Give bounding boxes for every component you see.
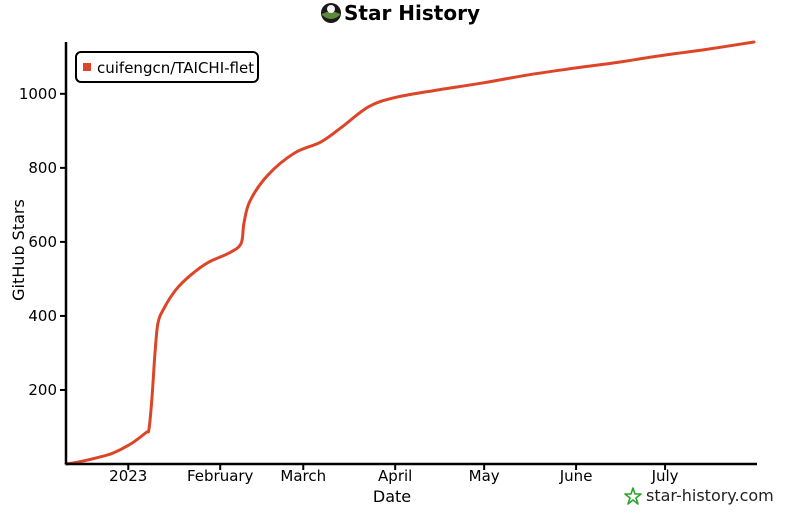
watermark-text: star-history.com (646, 486, 774, 505)
legend-swatch (83, 63, 91, 71)
x-tick-label: July (651, 467, 679, 485)
legend-label: cuifengcn/TAICHI-flet (97, 59, 254, 77)
y-tick-label: 400 (28, 307, 57, 325)
y-tick-label: 1000 (19, 85, 57, 103)
x-tick-label: June (559, 467, 593, 485)
x-tick-label: May (469, 467, 500, 485)
y-tick-label: 600 (28, 233, 57, 251)
x-tick-label: April (378, 467, 412, 485)
star-history-logo-icon (321, 3, 341, 23)
series-line (64, 40, 756, 466)
chart-title-bar: Star History (0, 0, 800, 26)
y-tick-label: 200 (28, 381, 57, 399)
x-tick-label: February (187, 467, 254, 485)
x-axis-title: Date (373, 487, 411, 506)
legend: cuifengcn/TAICHI-flet (75, 51, 259, 83)
x-tick-label: March (280, 467, 326, 485)
legend-box (75, 51, 259, 83)
y-axis-title: GitHub Stars (9, 199, 28, 301)
y-tick-label: 800 (28, 159, 57, 177)
x-axis-ticks: 2023 February March April May June July (109, 464, 679, 485)
x-tick-label: 2023 (109, 467, 147, 485)
y-axis-ticks: 200 400 600 800 1000 (19, 85, 66, 399)
series-layer (64, 40, 756, 466)
chart-title: Star History (344, 1, 480, 25)
watermark: star-history.com (624, 486, 774, 505)
star-icon (624, 486, 642, 505)
